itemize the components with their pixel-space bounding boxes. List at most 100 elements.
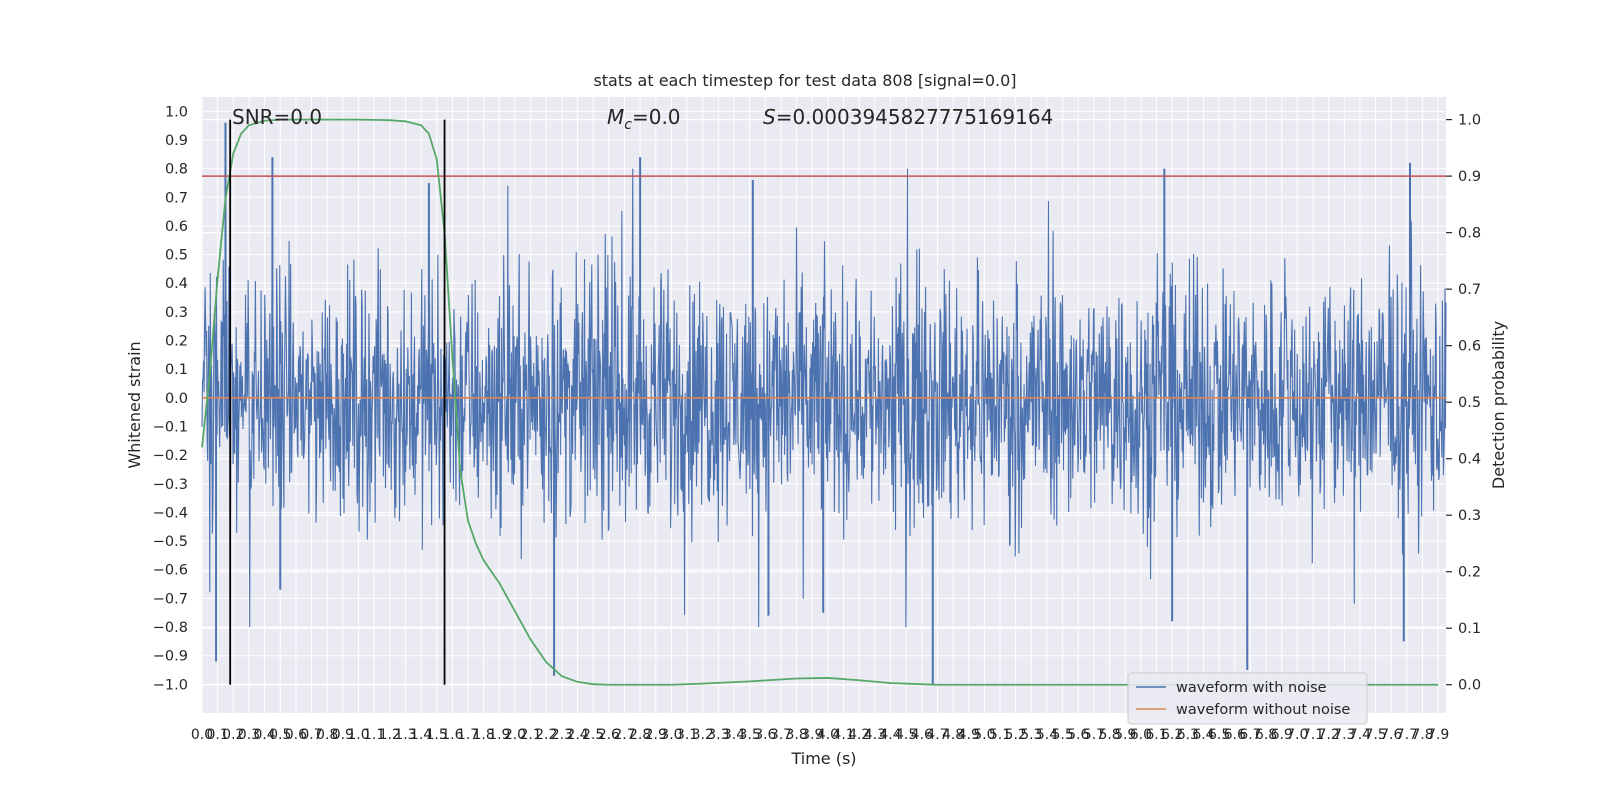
y-tick-label: −0.7 [153, 591, 188, 607]
y2-tick-label: 0.6 [1458, 339, 1481, 355]
x-tick-label: 7.4 [1349, 727, 1371, 743]
y2-axis-label: Detection probability [1489, 321, 1508, 489]
x-tick-label: 4.1 [832, 727, 854, 743]
x-tick-label: 3.3 [707, 727, 729, 743]
x-tick-label: 3.8 [785, 727, 807, 743]
chirp-mass-symbol: M [607, 105, 624, 129]
x-tick-label: 5.5 [1051, 727, 1073, 743]
y2-tick-label: 1.0 [1458, 113, 1481, 129]
x-tick-label: 6.5 [1208, 727, 1230, 743]
x-tick-label: 1.3 [394, 727, 416, 743]
x-tick-label: 0.8 [316, 727, 338, 743]
x-tick-label: 2.7 [613, 727, 635, 743]
x-tick-label: 7.7 [1396, 727, 1418, 743]
x-tick-label: 5.2 [1005, 727, 1027, 743]
x-tick-label: 5.0 [973, 727, 995, 743]
legend-box [1127, 672, 1368, 725]
y-axis-ticks: −1.0 −0.9 −0.8 −0.7 −0.6 −0.5 −0.4 −0.3 −0.2 −0.1… [153, 104, 188, 693]
y-tick-label: 0.2 [165, 334, 188, 350]
y-tick-label: −0.3 [153, 477, 188, 493]
x-tick-label: 2.9 [645, 727, 667, 743]
y-tick-label: 0.0 [165, 391, 188, 407]
y-tick-label: 0.4 [165, 276, 188, 292]
series-detection-probability [201, 118, 1439, 686]
x-tick-label: 4.9 [958, 727, 980, 743]
s-value: =0.0003945827775169164 [776, 105, 1054, 129]
x-tick-label: 4.5 [895, 727, 917, 743]
x-tick-label: 1.1 [363, 727, 385, 743]
x-tick-label: 7.5 [1364, 727, 1386, 743]
x-tick-label: 5.9 [1114, 727, 1136, 743]
y-tick-label: 0.1 [165, 362, 188, 378]
x-tick-label: 4.3 [864, 727, 886, 743]
x-tick-label: 0.9 [332, 727, 354, 743]
chirp-mass-value: =0.0 [632, 105, 681, 129]
chirp-mass-annotation: Mc=0.0 [607, 105, 681, 133]
x-tick-label: 6.1 [1145, 727, 1167, 743]
y2-tick-label: 0.5 [1458, 395, 1481, 411]
chirp-mass-subscript: c [624, 117, 632, 133]
x-tick-label: 0.6 [285, 727, 307, 743]
detection-window-markers [229, 119, 446, 685]
y-tick-label: −0.2 [153, 448, 188, 464]
y2-tick-label: 0.0 [1458, 678, 1481, 694]
x-tick-label: 2.5 [582, 727, 604, 743]
x-tick-label: 1.8 [473, 727, 495, 743]
legend: waveform with noise waveform without noi… [1127, 672, 1368, 725]
y-tick-label: 0.9 [165, 133, 188, 149]
x-tick-label: 1.4 [410, 727, 432, 743]
x-tick-label: 5.6 [1067, 727, 1089, 743]
y-tick-label: −0.8 [153, 620, 188, 636]
y2-tick-label: 0.3 [1458, 508, 1481, 524]
x-tick-label: 2.6 [598, 727, 620, 743]
x-tick-label: 7.8 [1411, 727, 1433, 743]
x-tick-label: 0.0 [191, 727, 213, 743]
series-waveform-with-noise [201, 122, 1447, 685]
x-tick-label: 3.0 [660, 727, 682, 743]
x-tick-label: 1.0 [347, 727, 369, 743]
chart-title: stats at each timestep for test data 808… [593, 71, 1016, 90]
x-tick-label: 2.3 [551, 727, 573, 743]
x-tick-label: 4.7 [926, 727, 948, 743]
x-tick-label: 6.0 [1130, 727, 1152, 743]
x-tick-label: 4.8 [942, 727, 964, 743]
x-tick-label: 1.2 [379, 727, 401, 743]
y-tick-label: 0.6 [165, 219, 188, 235]
x-tick-label: 4.0 [817, 727, 839, 743]
x-axis-label: Time (s) [790, 749, 856, 768]
x-tick-label: 5.3 [1020, 727, 1042, 743]
y2-tick-label: 0.2 [1458, 565, 1481, 581]
x-tick-label: 2.8 [629, 727, 651, 743]
x-tick-label: 5.7 [1083, 727, 1105, 743]
x-tick-label: 7.3 [1333, 727, 1355, 743]
legend-label-noise: waveform with noise [1176, 680, 1327, 696]
x-tick-label: 6.4 [1192, 727, 1214, 743]
x-tick-label: 0.4 [253, 727, 275, 743]
y-tick-label: −0.5 [153, 534, 188, 550]
y-tick-label: −0.4 [153, 505, 188, 521]
x-tick-label: 5.4 [1036, 727, 1058, 743]
x-tick-label: 3.4 [723, 727, 745, 743]
x-tick-label: 7.1 [1302, 727, 1324, 743]
x-tick-label: 0.1 [207, 727, 229, 743]
x-tick-label: 2.0 [504, 727, 526, 743]
x-tick-label: 0.7 [300, 727, 322, 743]
x-tick-label: 1.5 [426, 727, 448, 743]
x-tick-label: 3.7 [770, 727, 792, 743]
x-axis-ticks: 0.00.10.20.30.40.50.60.70.80.91.01.11.21… [191, 727, 1449, 743]
x-tick-label: 6.7 [1239, 727, 1261, 743]
y-tick-label: 0.8 [165, 162, 188, 178]
y2-tick-label: 0.4 [1458, 452, 1481, 468]
y2-tick-label: 0.1 [1458, 621, 1481, 637]
x-tick-label: 3.5 [739, 727, 761, 743]
x-tick-label: 5.1 [989, 727, 1011, 743]
y-tick-label: −1.0 [153, 677, 188, 693]
s-annotation: S=0.0003945827775169164 [763, 105, 1053, 129]
y2-axis-ticks: 0.0 0.1 0.2 0.3 0.4 0.5 0.6 0.7 0.8 0.9 1.0 [1446, 113, 1481, 694]
x-tick-label: 2.4 [566, 727, 588, 743]
y-tick-label: 0.3 [165, 305, 188, 321]
x-tick-label: 3.9 [801, 727, 823, 743]
y-tick-label: −0.6 [153, 563, 188, 579]
x-tick-label: 0.3 [238, 727, 260, 743]
